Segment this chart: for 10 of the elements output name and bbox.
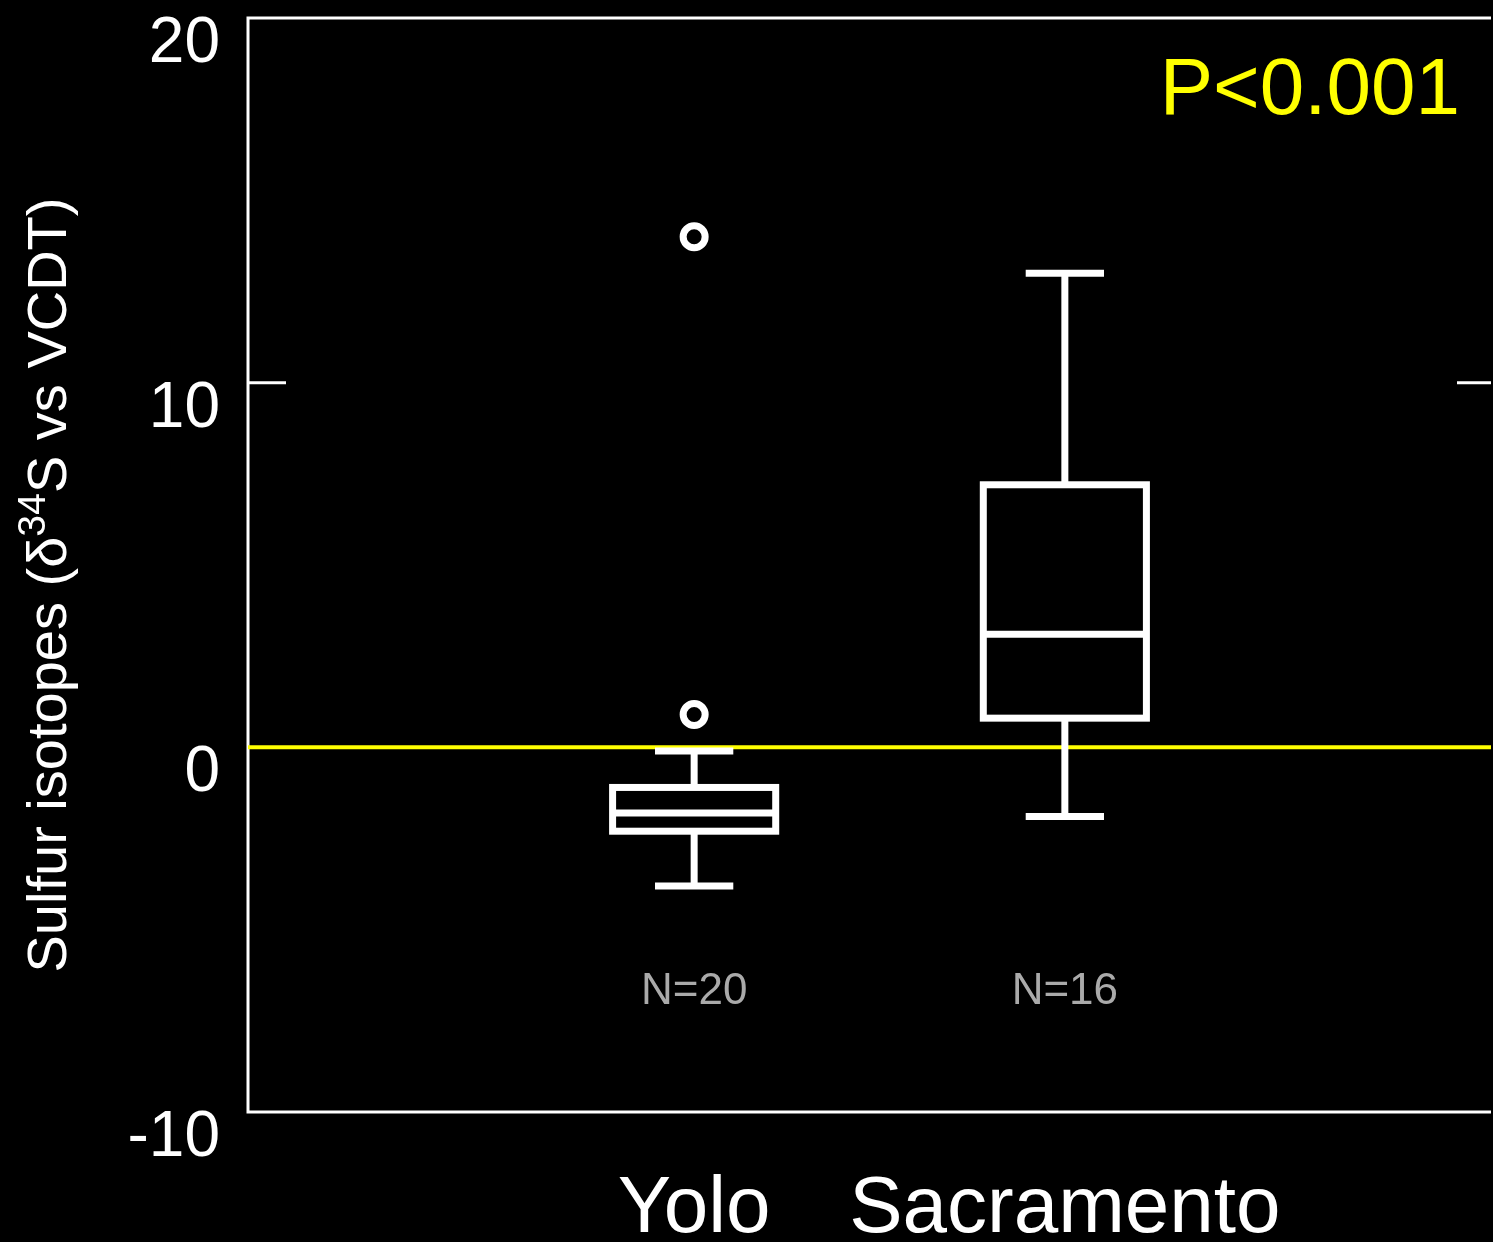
x-tick-label: Sacramento [849, 1160, 1281, 1242]
x-tick-label: Yolo [617, 1160, 771, 1242]
y-tick-label: 10 [148, 368, 220, 441]
tick-mark: -10 [127, 1098, 220, 1170]
tick-mark: 20 [148, 4, 220, 76]
annotation: P<0.001 [1159, 42, 1460, 131]
tick-mark: 0 [184, 733, 220, 806]
annotation: N=20 [640, 964, 748, 1013]
annotation: N=16 [1011, 964, 1119, 1013]
tick-mark: 10 [148, 368, 1491, 441]
